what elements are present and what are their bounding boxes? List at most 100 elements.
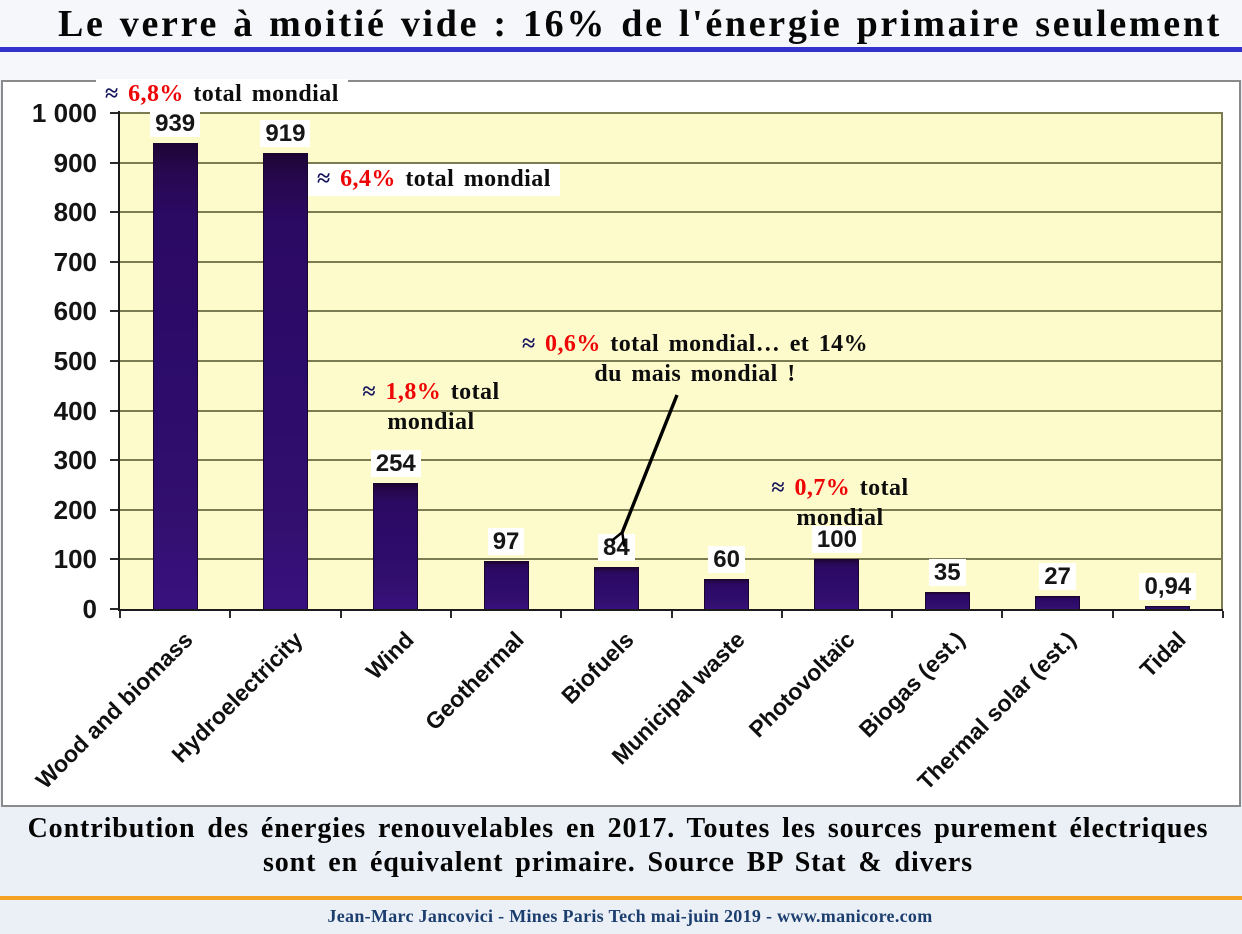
annotation-share-wind: ≈ 1,8% total mondial: [171, 377, 691, 437]
value-label-biogas-est: 35: [887, 558, 1007, 586]
annotation-text: total mondial: [395, 166, 551, 192]
y-tick-800: [110, 211, 119, 214]
value-text-wind: 254: [370, 450, 421, 478]
y-axis-label-200: 200: [53, 494, 97, 525]
gridline-700: [120, 260, 1223, 263]
annotation-percent: 1,8%: [385, 379, 442, 405]
value-label-tidal: 0,94: [1108, 573, 1228, 600]
y-tick-300: [110, 459, 119, 462]
annotation-line: ≈ 0,7% total: [580, 473, 1100, 503]
annotation-share-wood: ≈ 6,8% total mondial: [96, 79, 348, 111]
bar-tidal: [1145, 606, 1191, 610]
bar-photovolta-c: [814, 559, 860, 610]
annotation-text: total mondial: [183, 81, 339, 107]
chart-caption: Contribution des énergies renouvelables …: [0, 812, 1239, 880]
x-tick-3: [449, 611, 452, 618]
caption-line-2: sont en équivalent primaire. Source BP S…: [262, 847, 974, 878]
bar-wind: [373, 483, 419, 610]
x-tick-9: [1111, 611, 1114, 618]
annotation-text: ≈: [362, 379, 386, 405]
value-text-tidal: 0,94: [1139, 573, 1197, 600]
y-tick-100: [110, 558, 119, 561]
x-tick-10: [1222, 611, 1224, 618]
bar-biogas-est: [924, 591, 970, 610]
value-label-wood-and-biomass: 939: [115, 110, 235, 138]
annotation-text: ≈: [317, 166, 341, 192]
annotation-text: total mondial… et 14%: [600, 331, 869, 357]
x-tick-4: [560, 611, 563, 618]
y-axis-label-900: 900: [53, 147, 97, 178]
annotation-text: ≈: [105, 81, 129, 107]
annotation-text: total: [850, 475, 909, 501]
annotation-text: mondial: [387, 409, 475, 435]
value-label-biofuels: 84: [556, 534, 676, 562]
gridline-800: [120, 211, 1223, 214]
annotation-text: total: [441, 379, 500, 405]
annotation-percent: 6,8%: [128, 81, 184, 107]
footer-rule: [0, 896, 1242, 900]
x-tick-1: [229, 611, 232, 618]
y-axis-label-1000: 1 000: [31, 98, 97, 128]
annotation-share-photovoltaic: ≈ 0,7% total mondial: [580, 473, 1100, 533]
annotation-percent: 0,6%: [545, 331, 601, 357]
y-tick-1000: [110, 112, 119, 114]
y-axis-label-300: 300: [53, 445, 97, 476]
annotation-percent: 0,7%: [794, 475, 851, 501]
title-underline: [0, 47, 1242, 52]
annotation-line: ≈ 6,4% total mondial: [317, 164, 551, 194]
annotation-share-biofuels: ≈ 0,6% total mondial… et 14% du mais mond…: [435, 329, 955, 389]
value-text-hydroelectricity: 919: [260, 120, 311, 148]
annotation-line: mondial: [580, 503, 1100, 533]
y-tick-700: [110, 260, 119, 263]
value-label-photovolta-c: 100: [777, 526, 897, 554]
y-tick-0: [110, 608, 119, 610]
bar-geothermal: [483, 560, 529, 610]
value-text-biofuels: 84: [597, 534, 635, 562]
annotation-line: ≈ 6,8% total mondial: [105, 79, 339, 109]
annotation-line: ≈ 1,8% total: [171, 377, 691, 407]
gridline-900: [120, 161, 1223, 164]
value-label-hydroelectricity: 919: [225, 120, 345, 148]
annotation-percent: 6,4%: [340, 166, 396, 192]
annotation-share-hydro: ≈ 6,4% total mondial: [308, 164, 560, 196]
value-label-thermal-solar-est: 27: [998, 562, 1118, 590]
value-label-wind: 254: [336, 450, 456, 478]
annotation-line: du mais mondial !: [435, 359, 955, 389]
plot-right-border: [1221, 113, 1223, 609]
y-axis-label-800: 800: [53, 197, 97, 228]
x-axis: [118, 609, 1223, 611]
x-tick-0: [119, 611, 121, 618]
value-text-municipal-waste: 60: [708, 546, 745, 574]
x-tick-5: [670, 611, 673, 618]
slide-title: Le verre à moitié vide : 16% de l'énergi…: [57, 3, 1223, 45]
y-axis-label-700: 700: [53, 246, 97, 277]
gridline-1000: [120, 112, 1223, 114]
y-axis-label-400: 400: [53, 395, 97, 426]
x-tick-2: [339, 611, 342, 618]
x-tick-8: [1001, 611, 1004, 618]
x-tick-7: [891, 611, 894, 618]
annotation-text: mondial: [796, 505, 884, 531]
value-text-thermal-solar-est: 27: [1039, 562, 1076, 590]
y-tick-600: [110, 310, 119, 313]
bar-biofuels: [593, 567, 639, 610]
value-text-biogas-est: 35: [928, 558, 966, 586]
annotation-text: du mais mondial !: [594, 361, 796, 387]
value-text-photovolta-c: 100: [811, 526, 862, 554]
annotation-line: ≈ 0,6% total mondial… et 14%: [435, 329, 955, 359]
y-axis-label-0: 0: [82, 594, 97, 624]
y-tick-500: [110, 360, 119, 362]
bar-municipal-waste: [704, 579, 750, 610]
annotation-line: mondial: [171, 407, 691, 437]
gridline-500: [120, 360, 1223, 362]
title-strip: [0, 0, 1242, 80]
value-text-wood-and-biomass: 939: [150, 110, 201, 138]
slide-footer: Jean-Marc Jancovici - Mines Paris Tech m…: [327, 906, 933, 926]
annotation-text: ≈: [771, 475, 795, 501]
bar-thermal-solar-est: [1035, 595, 1081, 610]
value-text-geothermal: 97: [487, 527, 525, 555]
y-tick-400: [110, 409, 119, 412]
y-axis-label-600: 600: [53, 296, 97, 327]
y-axis-label-100: 100: [53, 544, 97, 575]
bar-wood-and-biomass: [152, 143, 198, 610]
